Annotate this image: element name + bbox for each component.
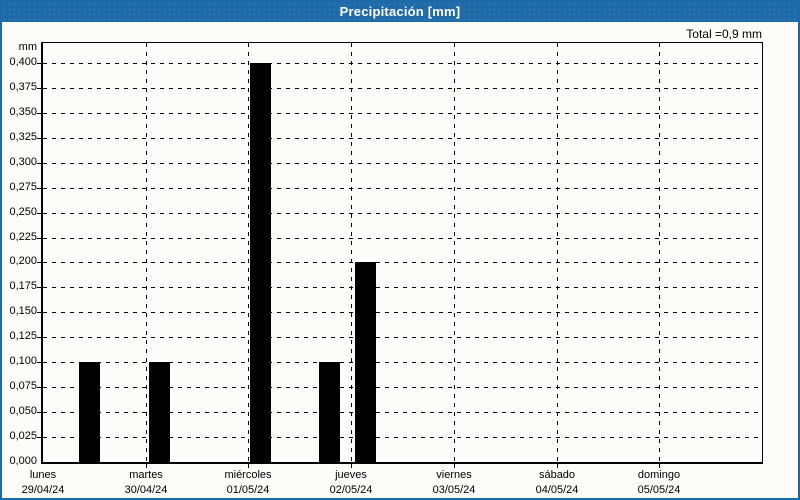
y-axis-label: 0,250 [9, 206, 37, 218]
x-axis-date-label: 01/05/24 [226, 484, 270, 496]
y-gridline [43, 63, 762, 64]
x-axis-day-label: martes [129, 469, 163, 481]
y-gridline [43, 113, 762, 114]
x-axis-tick [248, 464, 249, 468]
y-axis-tick [37, 262, 41, 263]
x-gridline [454, 43, 455, 462]
y-gridline [43, 437, 762, 438]
y-axis-label: 0,050 [9, 405, 37, 417]
x-axis-day-label: miércoles [224, 469, 272, 481]
x-axis-date-label: 30/04/24 [124, 484, 168, 496]
x-gridline [659, 43, 660, 462]
y-axis-tick [37, 437, 41, 438]
y-axis-label: 0,300 [9, 156, 37, 168]
x-axis-tick [351, 464, 352, 468]
y-axis-tick [37, 312, 41, 313]
precipitation-bar [149, 362, 170, 462]
y-axis-tick [37, 213, 41, 214]
y-gridline [43, 362, 762, 363]
y-gridline [43, 312, 762, 313]
y-axis-label: 0,025 [9, 430, 37, 442]
x-axis-date-label: 04/05/24 [535, 484, 579, 496]
title-bar: Precipitación [mm] [2, 2, 798, 22]
y-gridline [43, 262, 762, 263]
x-axis-date-label: 05/05/24 [637, 484, 681, 496]
y-axis-label: 0,400 [9, 56, 37, 68]
y-axis-label: 0,200 [9, 255, 37, 267]
precipitation-bar [79, 362, 100, 462]
y-gridline [43, 238, 762, 239]
y-axis-tick [37, 113, 41, 114]
y-gridline [43, 213, 762, 214]
precipitation-bar [319, 362, 340, 462]
x-axis-day-label: sábado [538, 469, 576, 481]
x-axis-day-label: viernes [436, 469, 472, 481]
y-axis-tick [37, 188, 41, 189]
y-gridline [43, 188, 762, 189]
y-axis-tick [37, 238, 41, 239]
chart-title: Precipitación [mm] [339, 4, 461, 19]
total-label: Total =0,9 mm [686, 27, 762, 41]
y-axis-label: 0,325 [9, 131, 37, 143]
x-axis-tick [659, 464, 660, 468]
y-axis-tick [37, 287, 41, 288]
x-axis-tick [454, 464, 455, 468]
precipitation-bar [355, 262, 376, 462]
y-axis-tick [37, 387, 41, 388]
y-gridline [43, 412, 762, 413]
y-axis-unit-label: mm [18, 41, 37, 53]
y-axis-label: 0,375 [9, 81, 37, 93]
y-gridline [43, 387, 762, 388]
x-axis-day-label: jueves [335, 469, 367, 481]
y-axis-tick [37, 163, 41, 164]
plot-area [41, 42, 763, 464]
x-axis-day-label: lunes [29, 469, 57, 481]
y-gridline [43, 88, 762, 89]
y-axis-label: 0,100 [9, 355, 37, 367]
y-axis-label: 0,225 [9, 231, 37, 243]
y-axis-label: 0,125 [9, 330, 37, 342]
x-axis-day-label: domingo [637, 469, 681, 481]
x-gridline [248, 43, 249, 462]
precipitation-bar [250, 63, 271, 462]
y-gridline [43, 337, 762, 338]
y-axis-label: 0,150 [9, 305, 37, 317]
y-gridline [43, 138, 762, 139]
y-axis-label: 0,175 [9, 280, 37, 292]
y-axis-label: 0,075 [9, 380, 37, 392]
x-gridline [351, 43, 352, 462]
y-axis-tick [37, 337, 41, 338]
y-axis-label: 0,000 [9, 455, 37, 467]
y-axis-tick [37, 88, 41, 89]
y-gridline [43, 287, 762, 288]
x-axis-date-label: 02/05/24 [329, 484, 373, 496]
y-axis-tick [37, 412, 41, 413]
x-gridline [146, 43, 147, 462]
y-gridline [43, 163, 762, 164]
y-axis-tick [37, 138, 41, 139]
x-axis-date-label: 29/04/24 [21, 484, 65, 496]
y-axis-tick [37, 362, 41, 363]
y-axis-tick [37, 63, 41, 64]
x-axis-tick [146, 464, 147, 468]
x-axis-date-label: 03/05/24 [432, 484, 476, 496]
x-gridline [557, 43, 558, 462]
y-axis-label: 0,275 [9, 181, 37, 193]
y-axis-label: 0,350 [9, 106, 37, 118]
x-axis-tick [557, 464, 558, 468]
